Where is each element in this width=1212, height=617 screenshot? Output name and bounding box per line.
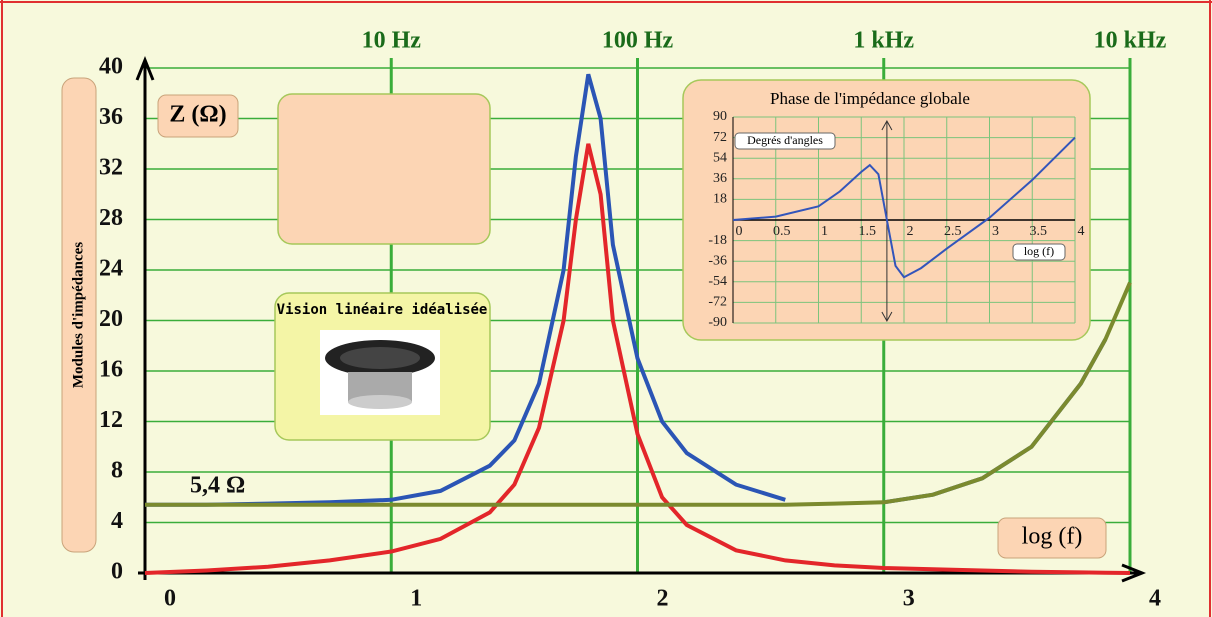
x-tick-label: 4 <box>1078 224 1085 239</box>
annotation: 5,4 Ω <box>190 472 245 498</box>
y-tick-label: 36 <box>99 104 123 130</box>
y-axis-label: Modules d'impédances <box>70 242 86 388</box>
x-tick-label: 3 <box>903 586 915 612</box>
unit-box <box>157 94 239 138</box>
y-tick-label: -90 <box>708 315 727 330</box>
speaker-image <box>320 330 440 415</box>
ylabel-box <box>61 77 97 553</box>
inset-x-label: log (f) <box>1024 244 1054 258</box>
image-caption: Vision linéaire idéalisée <box>277 302 488 318</box>
xlabel-box <box>1012 243 1066 261</box>
y-tick-label: -18 <box>708 233 727 248</box>
y-tick-label: 12 <box>99 407 123 433</box>
y-tick-label: -54 <box>708 274 727 289</box>
y-tick-label: 40 <box>99 54 123 80</box>
x-tick-label: 0 <box>736 224 743 239</box>
y-axis-arrow <box>135 55 155 81</box>
x2-tick-label: 10 Hz <box>362 28 422 54</box>
y-tick-label: 24 <box>99 256 123 282</box>
x2-tick-label: 100 Hz <box>602 28 674 54</box>
x-tick-label: 1.5 <box>859 224 877 239</box>
y-tick-label: 16 <box>99 357 123 383</box>
y-tick-label: -72 <box>708 295 727 310</box>
x-tick-label: 2 <box>907 224 914 239</box>
x-tick-label: 1 <box>410 586 422 612</box>
xlabel-box <box>997 517 1107 559</box>
x-tick-label: 2.5 <box>944 224 962 239</box>
inset-y-label: Degrés d'angles <box>747 133 823 147</box>
y-tick-label: 28 <box>99 205 123 231</box>
x-tick-label: 3.5 <box>1030 224 1048 239</box>
series-line <box>144 143 1131 575</box>
y-tick-label: 0 <box>111 559 123 585</box>
y-tick-label: 8 <box>111 458 123 484</box>
x2-tick-label: 10 kHz <box>1094 28 1167 54</box>
legend <box>277 93 491 245</box>
x-tick-label: 0 <box>164 586 176 612</box>
ylabel-box <box>734 132 836 150</box>
y-tick-label: 20 <box>99 306 123 332</box>
y-tick-label: 4 <box>111 508 123 534</box>
inset-plot: -90 -72 -54 -36 -18 18 36 54 72 90 0 0.5 1 1.5 2 2.5 3 3.… <box>708 109 1084 330</box>
y-tick-label: 54 <box>713 150 727 165</box>
x-tick-label: 2 <box>657 586 669 612</box>
marker-arrow-heads <box>881 119 893 323</box>
y-tick-label: 18 <box>713 192 727 207</box>
series-line <box>145 281 1132 507</box>
series-line <box>732 136 1076 279</box>
x-tick-label: 3 <box>992 224 999 239</box>
x-tick-label: 1 <box>821 224 828 239</box>
x-tick-label: 4 <box>1149 586 1161 612</box>
y-tick-label: 32 <box>99 155 123 181</box>
x2-tick-label: 1 kHz <box>853 28 914 54</box>
inset-title: Phase de l'impédance globale <box>770 89 970 108</box>
x-tick-label: 0.5 <box>773 224 791 239</box>
y-tick-label: 90 <box>713 109 727 124</box>
y-tick-label: -36 <box>708 253 727 268</box>
y-tick-label: 72 <box>713 130 727 145</box>
x-axis-arrow <box>1121 563 1147 583</box>
y-tick-label: 36 <box>713 171 727 186</box>
unit-label: Z (Ω) <box>169 102 226 128</box>
x-axis-label: log (f) <box>1022 524 1083 550</box>
